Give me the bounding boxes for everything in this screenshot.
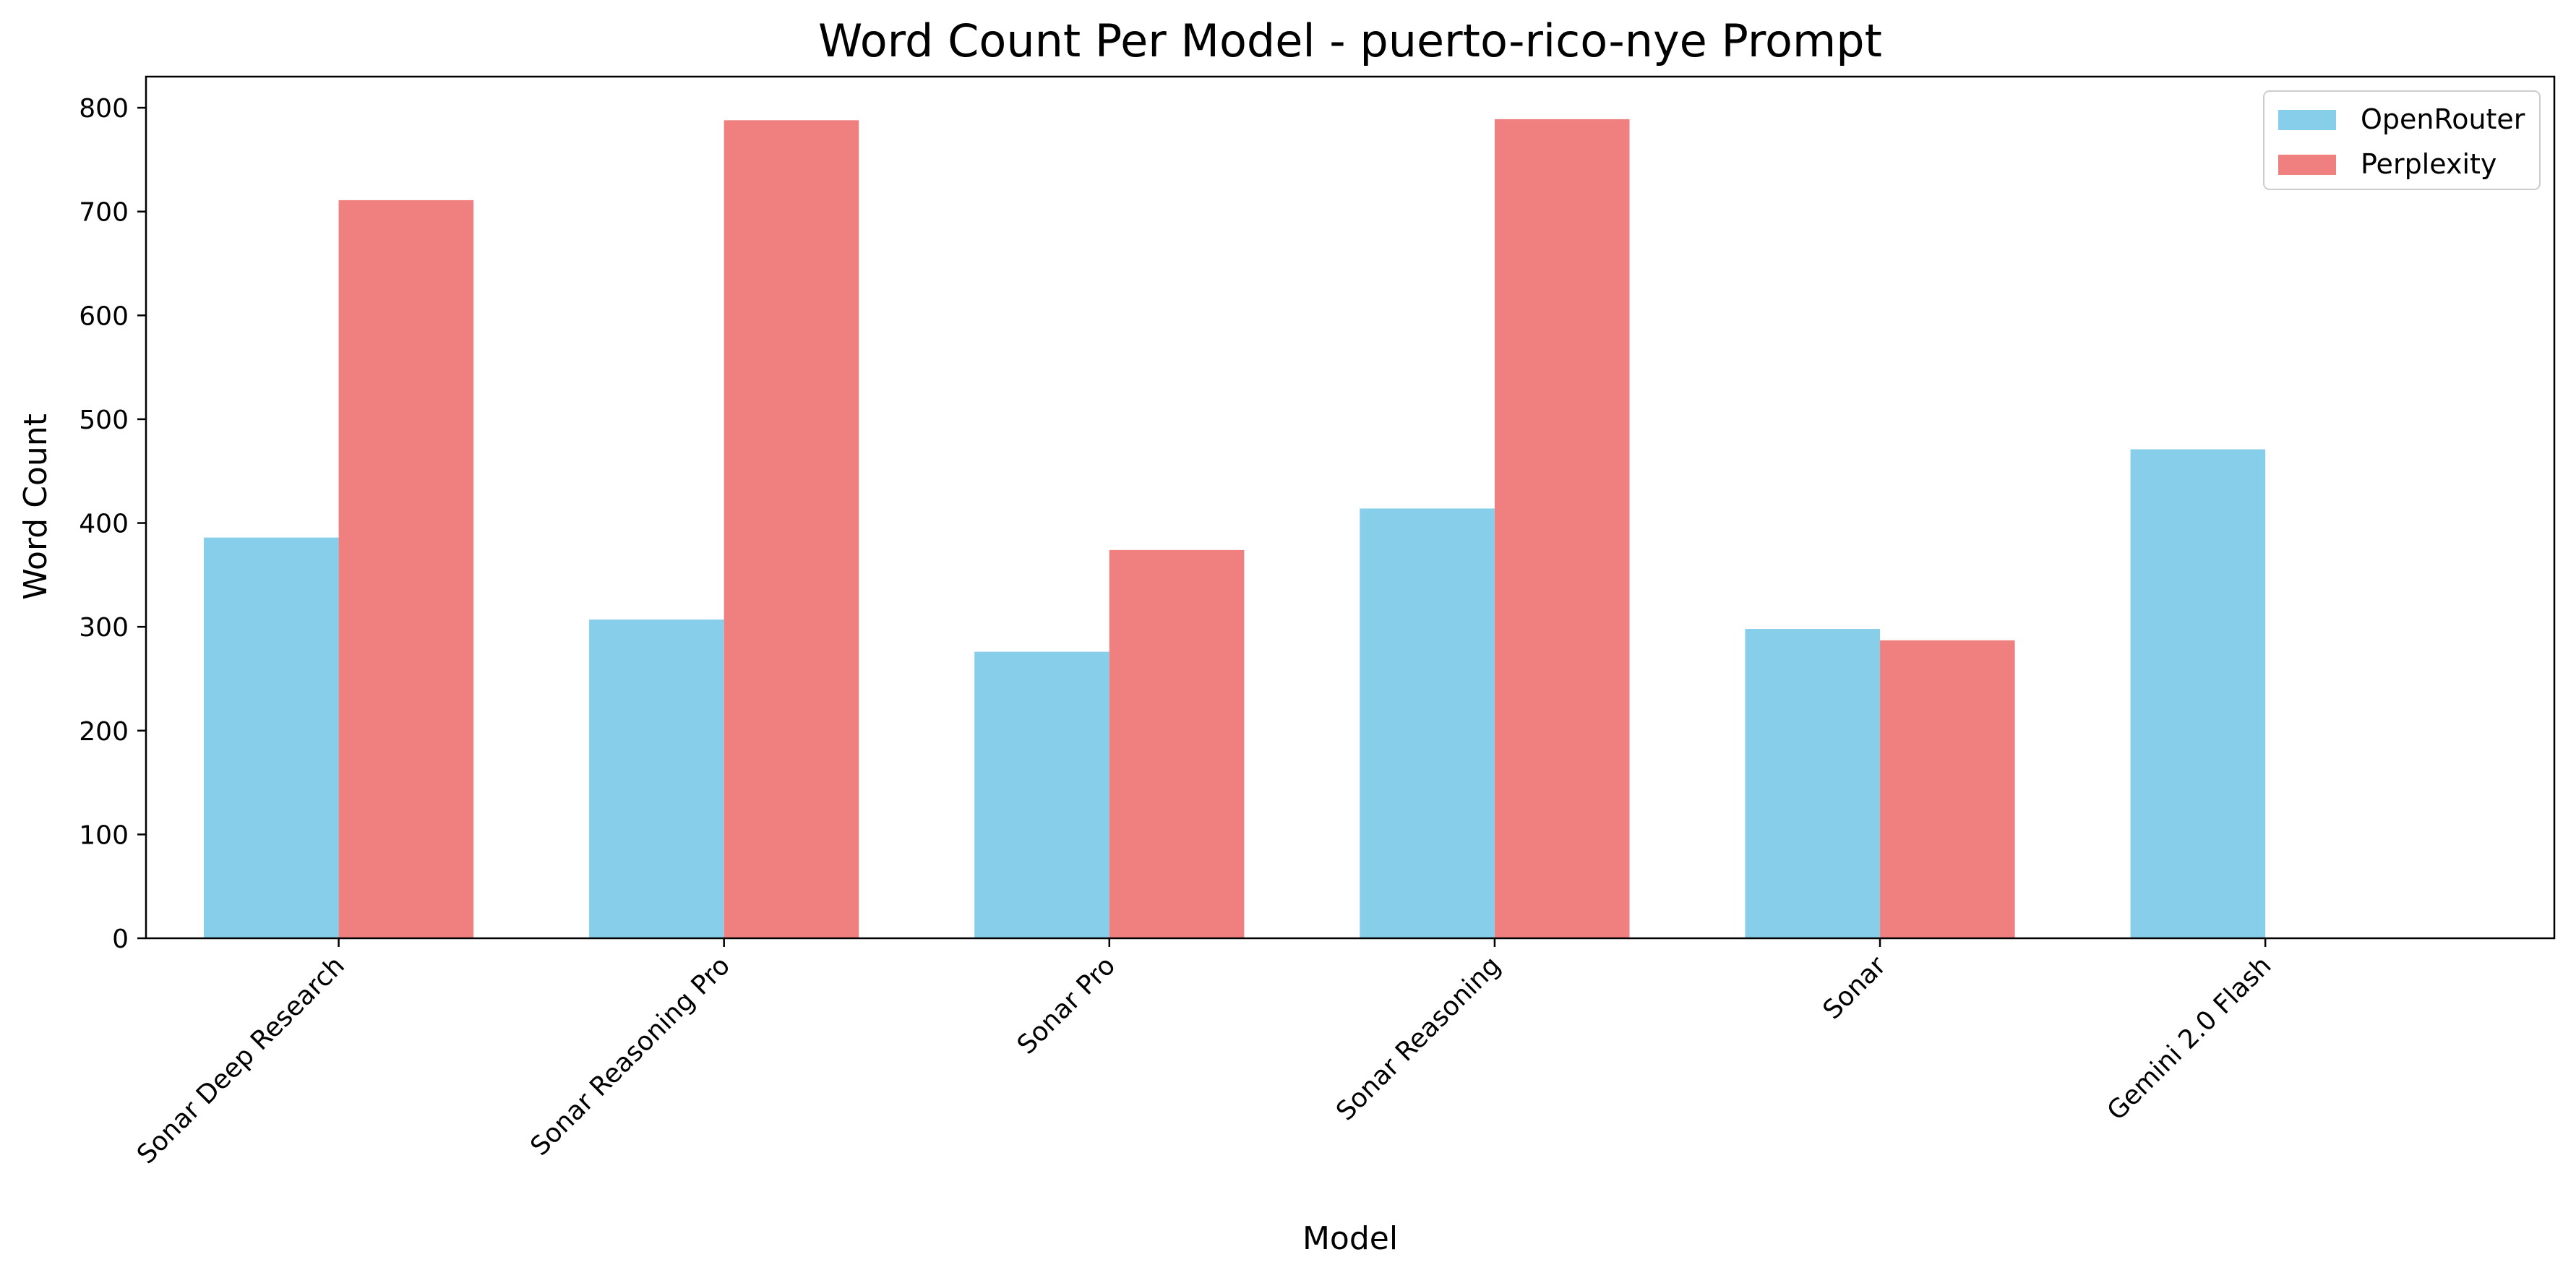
bar-openrouter-5 — [2130, 449, 2266, 938]
y-tick-label: 200 — [79, 717, 129, 747]
y-tick-label: 600 — [79, 301, 129, 331]
x-tick-label: Sonar Reasoning — [1331, 951, 1506, 1126]
legend-swatch-perplexity — [2278, 155, 2336, 175]
x-tick-label: Sonar Reasoning Pro — [525, 951, 736, 1162]
bar-perplexity-3 — [1494, 119, 1630, 938]
legend: OpenRouter Perplexity — [2263, 90, 2541, 190]
x-tick-label: Sonar Pro — [1012, 951, 1121, 1060]
series-openrouter — [203, 449, 2266, 938]
bar-perplexity-0 — [338, 200, 474, 938]
bar-openrouter-0 — [203, 537, 339, 938]
legend-label-perplexity: Perplexity — [2361, 148, 2496, 180]
y-tick-label: 0 — [112, 925, 129, 954]
legend-swatch-openrouter — [2278, 110, 2336, 130]
bar-perplexity-4 — [1880, 640, 2015, 938]
y-axis-title: Word Count — [17, 413, 54, 600]
plot-area: 0 100 200 300 400 500 600 700 800 Sonar Deep Rese… — [79, 75, 2556, 1170]
x-axis-title: Model — [1302, 1220, 1398, 1257]
x-tick-label: Gemini 2.0 Flash — [2102, 951, 2277, 1126]
y-tick-label: 400 — [79, 510, 129, 539]
y-tick-label: 800 — [79, 94, 129, 124]
x-tick-label: Sonar — [1817, 951, 1892, 1025]
y-tick-label: 500 — [79, 406, 129, 435]
y-tick-label: 100 — [79, 820, 129, 850]
bar-openrouter-4 — [1745, 629, 1881, 938]
plot-frame — [145, 75, 2556, 940]
x-tick-label: Sonar Deep Research — [132, 951, 351, 1170]
legend-label-openrouter: OpenRouter — [2361, 103, 2525, 135]
bar-openrouter-3 — [1360, 508, 1495, 938]
series-perplexity — [338, 119, 2015, 938]
bar-perplexity-1 — [724, 120, 859, 938]
y-tick-label: 300 — [79, 613, 129, 643]
bar-openrouter-1 — [589, 619, 724, 938]
bar-openrouter-2 — [974, 651, 1109, 938]
chart-title: Word Count Per Model - puerto-rico-nye P… — [818, 14, 1882, 67]
y-tick-label: 700 — [79, 198, 129, 228]
bar-perplexity-2 — [1109, 549, 1245, 938]
